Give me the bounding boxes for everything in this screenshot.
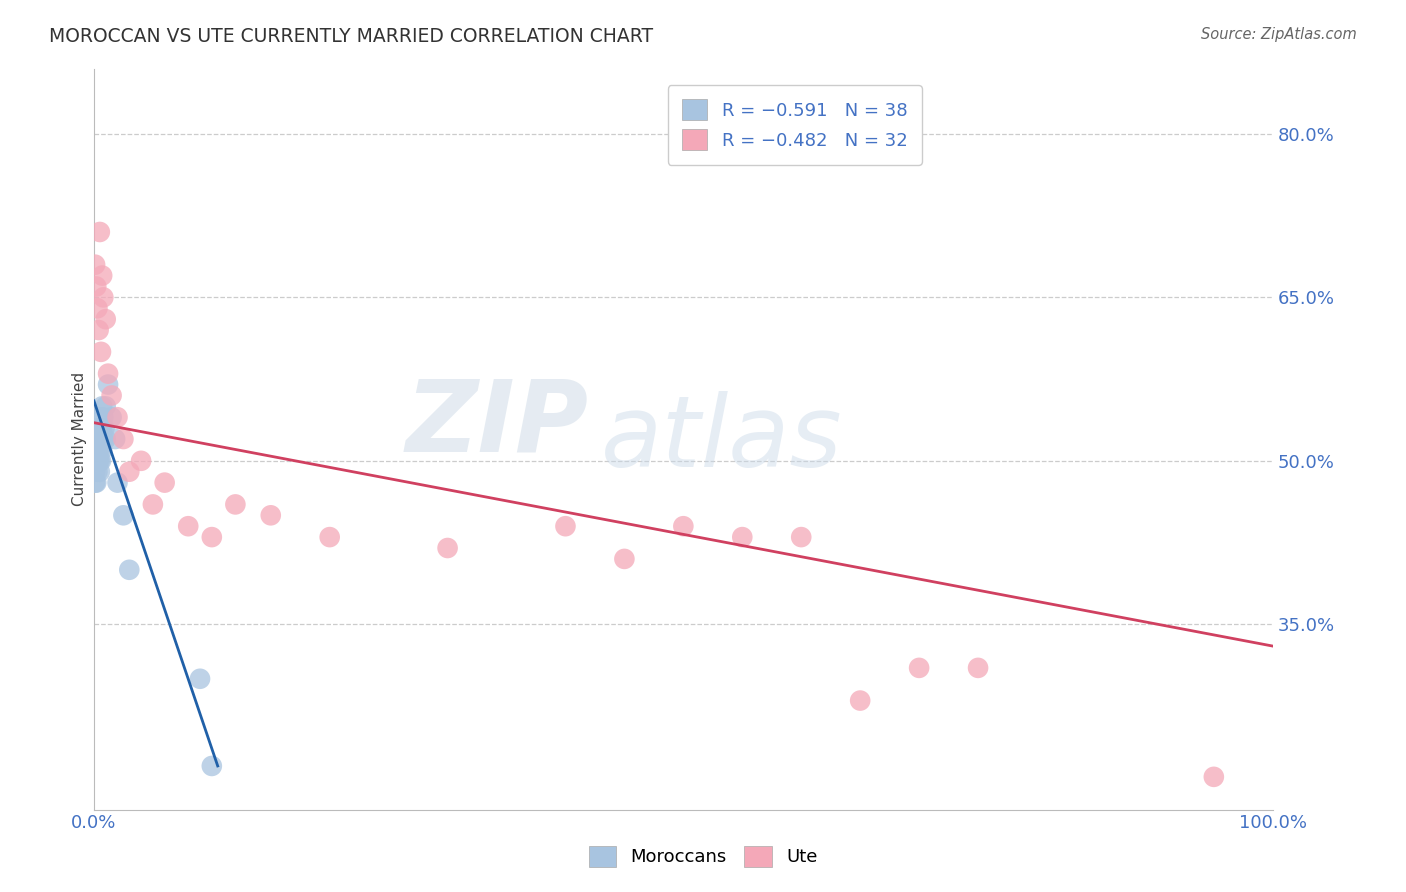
Point xyxy=(554,519,576,533)
Point xyxy=(118,465,141,479)
Point xyxy=(790,530,813,544)
Point xyxy=(87,432,110,446)
Point xyxy=(91,421,114,435)
Point xyxy=(129,454,152,468)
Point xyxy=(104,432,127,446)
Point xyxy=(908,661,931,675)
Point xyxy=(90,454,112,468)
Point xyxy=(107,475,129,490)
Point xyxy=(90,344,112,359)
Point xyxy=(849,693,872,707)
Point xyxy=(224,497,246,511)
Text: Source: ZipAtlas.com: Source: ZipAtlas.com xyxy=(1201,27,1357,42)
Point xyxy=(84,475,107,490)
Point xyxy=(94,312,117,326)
Point xyxy=(86,465,108,479)
Point xyxy=(201,759,224,773)
Point xyxy=(84,465,107,479)
Point xyxy=(967,661,990,675)
Text: MOROCCAN VS UTE CURRENTLY MARRIED CORRELATION CHART: MOROCCAN VS UTE CURRENTLY MARRIED CORREL… xyxy=(49,27,654,45)
Point xyxy=(100,388,122,402)
Point xyxy=(436,541,458,555)
Point xyxy=(93,432,115,446)
Point xyxy=(91,442,114,457)
Point xyxy=(90,421,112,435)
Point xyxy=(153,475,176,490)
Point xyxy=(112,432,135,446)
Point xyxy=(84,454,107,468)
Text: ZIP: ZIP xyxy=(406,376,589,473)
Point xyxy=(86,432,108,446)
Point xyxy=(142,497,165,511)
Point xyxy=(260,508,283,523)
Point xyxy=(86,442,108,457)
Point xyxy=(89,225,111,239)
Point xyxy=(87,421,110,435)
Point xyxy=(87,323,110,337)
Point xyxy=(84,475,107,490)
Point xyxy=(112,508,135,523)
Point xyxy=(107,410,129,425)
Point xyxy=(1202,770,1225,784)
Point xyxy=(84,454,107,468)
Point xyxy=(84,279,107,293)
Point xyxy=(90,432,112,446)
Point xyxy=(731,530,754,544)
Point xyxy=(84,258,107,272)
Point xyxy=(91,400,114,414)
Point xyxy=(89,465,111,479)
Point xyxy=(94,432,117,446)
Point xyxy=(100,410,122,425)
Point xyxy=(318,530,340,544)
Point xyxy=(89,432,111,446)
Y-axis label: Currently Married: Currently Married xyxy=(72,372,87,506)
Point xyxy=(93,421,115,435)
Point xyxy=(87,454,110,468)
Point xyxy=(93,410,115,425)
Point xyxy=(86,301,108,316)
Point xyxy=(87,442,110,457)
Point xyxy=(89,410,111,425)
Point xyxy=(93,290,115,304)
Point xyxy=(97,367,120,381)
Point xyxy=(89,454,111,468)
Point xyxy=(672,519,695,533)
Point xyxy=(201,530,224,544)
Point xyxy=(94,400,117,414)
Point xyxy=(86,454,108,468)
Legend: R = −0.591   N = 38, R = −0.482   N = 32: R = −0.591 N = 38, R = −0.482 N = 32 xyxy=(668,85,922,165)
Point xyxy=(118,563,141,577)
Text: atlas: atlas xyxy=(600,391,842,488)
Point xyxy=(89,442,111,457)
Point xyxy=(177,519,200,533)
Point xyxy=(91,268,114,283)
Point xyxy=(97,377,120,392)
Legend: Moroccans, Ute: Moroccans, Ute xyxy=(582,838,824,874)
Point xyxy=(613,552,636,566)
Point xyxy=(84,442,107,457)
Point xyxy=(188,672,211,686)
